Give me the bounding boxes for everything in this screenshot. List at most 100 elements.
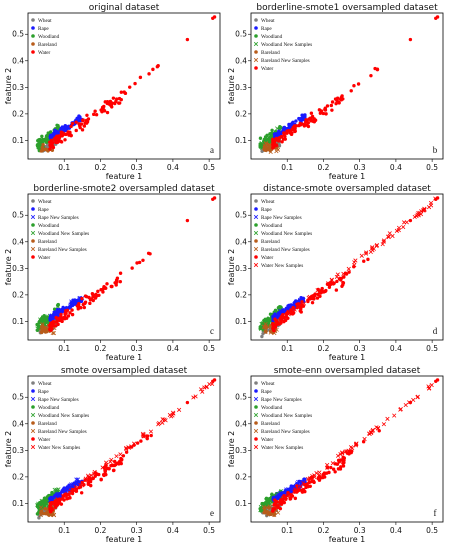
panel-e: smote oversampled dataset 0.1 0.2 0.3 0.4 0.5… [4, 366, 221, 544]
point-rape [277, 133, 281, 137]
y-tick-label: 0.3 [12, 264, 24, 273]
point-bareland-new [39, 505, 44, 510]
legend-entry: Water [38, 437, 51, 443]
point-water-new [368, 430, 373, 435]
point-woodland [37, 142, 41, 146]
point-water [340, 94, 344, 98]
legend-marker [254, 34, 258, 38]
x-axis-label: feature 1 [329, 172, 366, 181]
x-tick-label: 0.4 [167, 163, 179, 172]
point-water-new [350, 445, 355, 451]
point-rape-new [72, 482, 77, 488]
point-rape [51, 132, 56, 136]
point-water [276, 505, 280, 510]
point-woodland-new [37, 320, 42, 325]
legend: Wheat Rape Rape New Samples Woodland Woodlan… [253, 381, 312, 451]
point-woodland-new [39, 501, 44, 506]
axes-frame [27, 12, 221, 160]
point-woodland [40, 137, 45, 142]
point-water [54, 140, 58, 145]
point-bareland-new [274, 149, 279, 154]
point-water [309, 117, 313, 121]
point-water-outlier [212, 378, 217, 382]
legend-entry: Rape [261, 207, 272, 213]
point-water-new [312, 474, 317, 480]
point-water-new [293, 487, 298, 492]
point-water-new [433, 196, 438, 201]
legend-entry: Water [38, 50, 51, 56]
point-water [294, 124, 298, 128]
point-woodland-new [266, 318, 271, 323]
y-tick-label: 0.1 [235, 317, 247, 326]
point-water-new [398, 407, 403, 412]
point-water-new [419, 209, 424, 214]
point-rape [66, 124, 71, 129]
point-water-new [344, 449, 349, 454]
point-water-new [422, 207, 427, 212]
legend-entry: Wheat [38, 199, 52, 205]
point-water [335, 98, 339, 102]
point-water [117, 101, 122, 105]
point-water-new [363, 251, 369, 256]
point-water [105, 466, 110, 471]
point-woodland [40, 134, 44, 139]
point-water [102, 104, 106, 109]
legend-entry: Water New Samples [261, 445, 303, 451]
point-water [337, 101, 341, 105]
point-water-new [428, 200, 434, 206]
point-water-new [104, 462, 109, 467]
point-water [85, 121, 89, 125]
point-water [99, 478, 103, 482]
point-water [121, 454, 126, 458]
point-water-new [280, 314, 285, 320]
x-tick-label: 0.5 [426, 163, 438, 172]
point-water [293, 496, 298, 501]
scatter-points [35, 15, 217, 153]
point-water-new [278, 318, 283, 323]
point-water [320, 475, 325, 480]
point-water [64, 316, 69, 320]
point-woodland-new [38, 317, 43, 322]
point-woodland-new [55, 304, 60, 309]
point-bareland-new [263, 328, 268, 333]
point-water [337, 460, 341, 464]
point-water [333, 470, 337, 474]
y-tick-label: 0.1 [12, 136, 24, 145]
legend-marker [31, 207, 35, 211]
point-water [309, 111, 314, 115]
legend-marker [254, 66, 258, 70]
point-water-new [407, 400, 412, 405]
point-rape-new [74, 298, 79, 303]
point-water [283, 134, 287, 139]
x-tick-label: 0.1 [281, 526, 293, 535]
point-water [86, 482, 90, 486]
panel-letter: e [210, 508, 214, 518]
point-water [58, 317, 62, 321]
point-water [375, 67, 380, 72]
y-tick-label: 0.4 [12, 419, 24, 428]
point-water-new [359, 253, 364, 258]
legend-marker [254, 255, 258, 259]
point-rape-new [297, 479, 302, 484]
point-water [70, 312, 75, 317]
legend-entry: Woodland New Samples [38, 413, 89, 419]
point-water-new [362, 436, 367, 442]
point-woodland [258, 136, 263, 140]
legend-marker [253, 444, 259, 450]
point-water [135, 441, 140, 445]
point-water-new [118, 452, 123, 457]
point-water-new [329, 277, 334, 282]
point-rape-new [274, 312, 279, 317]
point-rape [298, 117, 303, 121]
point-water-new [84, 477, 89, 483]
point-water [109, 284, 113, 289]
point-bareland-new [268, 149, 273, 155]
legend-marker [254, 26, 258, 30]
y-tick-label: 0.1 [12, 499, 24, 508]
legend: Wheat Rape Rape New Samples Woodland Woodlan… [253, 199, 312, 269]
point-bareland-new [50, 330, 55, 336]
point-water [306, 483, 310, 488]
point-water-new [381, 422, 386, 427]
point-water [59, 502, 64, 506]
